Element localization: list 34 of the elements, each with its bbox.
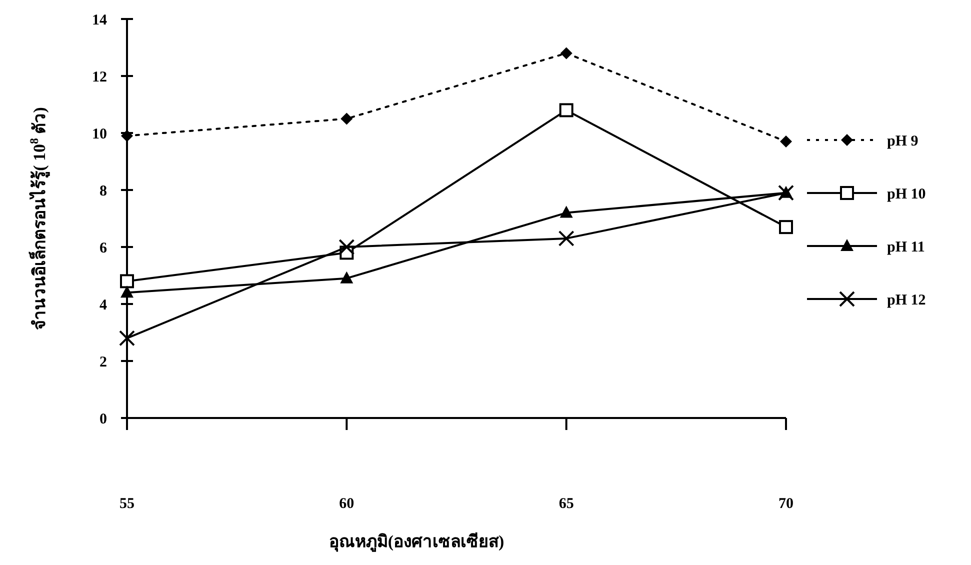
- legend-label: pH 10: [887, 186, 926, 202]
- x-axis-title: อุณหภูมิ(องศาเซลเซียส): [328, 531, 504, 553]
- point: [560, 206, 573, 218]
- legend-entry: pH 12: [807, 291, 926, 308]
- x-tick-label: 55: [120, 496, 134, 512]
- y-tick-label: 2: [100, 354, 107, 370]
- y-tick-label: 14: [92, 12, 108, 28]
- point: [338, 239, 355, 255]
- y-tick-label: 6: [100, 240, 108, 256]
- legend-entry: pH 10: [807, 186, 926, 202]
- point: [120, 274, 134, 288]
- legend-entry: pH 9: [807, 133, 918, 150]
- x-tick-label: 60: [339, 496, 354, 512]
- point: [559, 103, 574, 118]
- point: [558, 230, 574, 246]
- y-tick-label: 8: [100, 183, 107, 200]
- legend-label: pH 11: [887, 239, 925, 256]
- legend-label: pH 9: [887, 133, 918, 150]
- point: [340, 271, 354, 284]
- point: [340, 112, 353, 125]
- point: [121, 130, 133, 142]
- point: [119, 330, 135, 346]
- point: [780, 136, 792, 148]
- legend-entry: pH 11: [807, 239, 925, 256]
- point: [120, 286, 134, 298]
- x-tick-label: 70: [778, 496, 794, 512]
- point: [779, 220, 793, 234]
- y-tick-label: 12: [92, 69, 107, 86]
- y-tick-label: 10: [92, 126, 107, 142]
- y-tick-label: 0: [100, 411, 107, 428]
- point: [560, 47, 572, 60]
- y-tick-label: 4: [100, 297, 108, 314]
- legend-label: pH 12: [887, 292, 926, 308]
- x-tick-label: 65: [558, 496, 574, 512]
